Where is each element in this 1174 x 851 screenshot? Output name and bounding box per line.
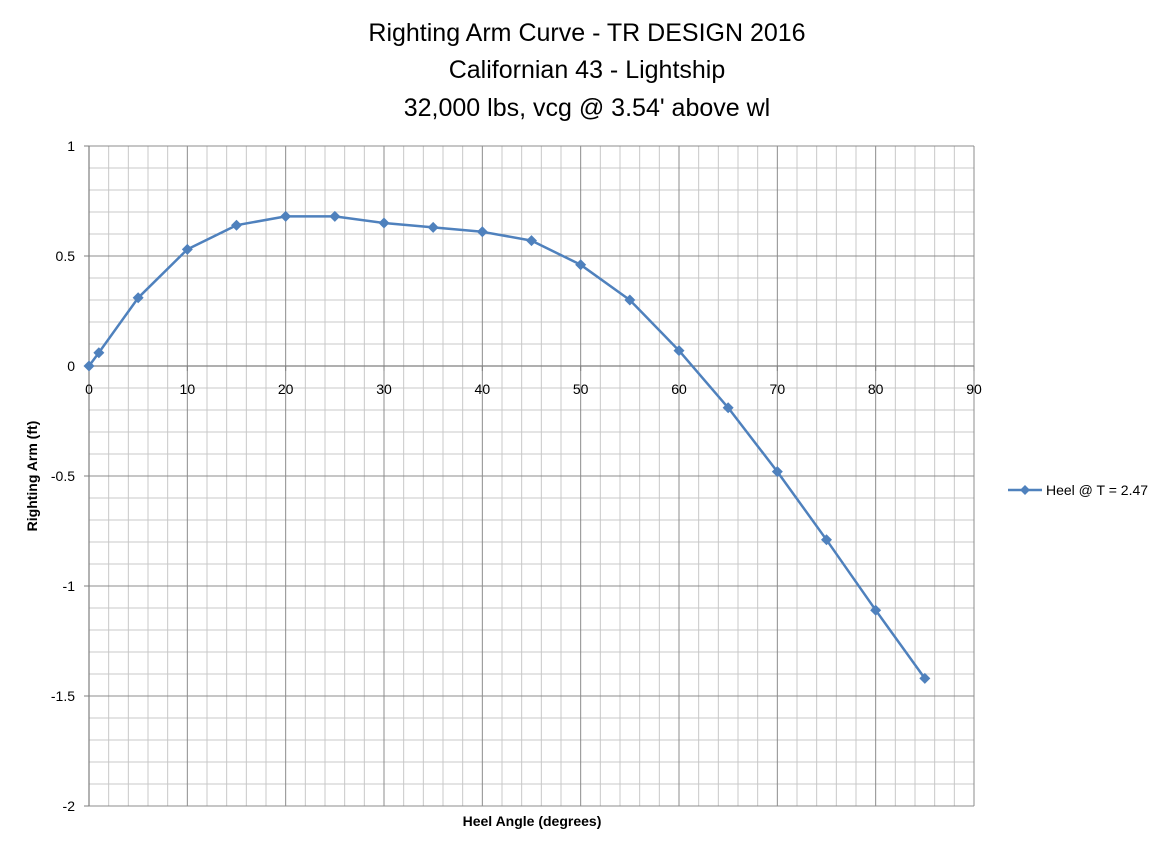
axes — [84, 145, 975, 807]
y-tick-label: 0 — [67, 358, 75, 374]
data-point-marker — [378, 217, 390, 229]
x-tick-label: 50 — [573, 381, 589, 397]
x-tick-label: 40 — [475, 381, 491, 397]
x-tick-label: 80 — [868, 381, 884, 397]
x-tick-label: 60 — [671, 381, 687, 397]
chart-title-line-2: Californian 43 - Lightship — [449, 56, 726, 84]
x-tick-label: 30 — [376, 381, 392, 397]
chart-title-line-3: 32,000 lbs, vcg @ 3.54' above wl — [404, 94, 770, 122]
y-axis-title: Righting Arm (ft) — [24, 421, 40, 532]
y-tick-label: -1.5 — [51, 688, 75, 704]
data-point-marker — [673, 345, 685, 357]
data-point-marker — [919, 672, 931, 684]
legend: Heel @ T = 2.47 — [1008, 482, 1148, 498]
x-axis-title: Heel Angle (degrees) — [463, 813, 602, 829]
y-tick-label: -1 — [63, 578, 76, 594]
data-point-marker — [132, 292, 144, 304]
x-tick-label: 0 — [85, 381, 93, 397]
data-point-marker — [624, 294, 636, 306]
data-point-marker — [329, 210, 341, 222]
data-point-marker — [427, 221, 439, 233]
data-point-marker — [231, 219, 242, 231]
y-tick-label: 1 — [67, 138, 75, 154]
x-tick-label: 90 — [966, 381, 982, 397]
legend-series-label: Heel @ T = 2.47 — [1046, 482, 1148, 498]
x-tick-label: 20 — [278, 381, 294, 397]
series-layer — [83, 210, 931, 684]
data-point-marker — [771, 466, 783, 478]
x-tick-label: 10 — [180, 381, 196, 397]
legend-series-marker — [1020, 485, 1030, 495]
data-point-marker — [575, 259, 587, 271]
x-tick-label: 70 — [770, 381, 786, 397]
y-tick-label: -2 — [63, 798, 76, 814]
data-point-marker — [93, 347, 105, 359]
data-point-marker — [722, 402, 734, 414]
y-tick-labels: 1 0.5 0 -0.5 -1 -1.5 -2 — [51, 138, 75, 814]
y-tick-label: 0.5 — [56, 248, 76, 264]
data-point-marker — [870, 604, 882, 616]
data-point-marker — [526, 235, 537, 247]
chart-title-line-1: Righting Arm Curve - TR DESIGN 2016 — [368, 19, 805, 47]
y-tick-label: -0.5 — [51, 468, 75, 484]
data-point-marker — [280, 210, 292, 222]
data-point-marker — [83, 360, 95, 372]
data-point-marker — [476, 226, 488, 238]
x-tick-labels: 0 10 20 30 40 50 60 70 80 90 — [85, 381, 982, 397]
data-point-marker — [181, 243, 193, 255]
data-point-marker — [821, 534, 832, 546]
